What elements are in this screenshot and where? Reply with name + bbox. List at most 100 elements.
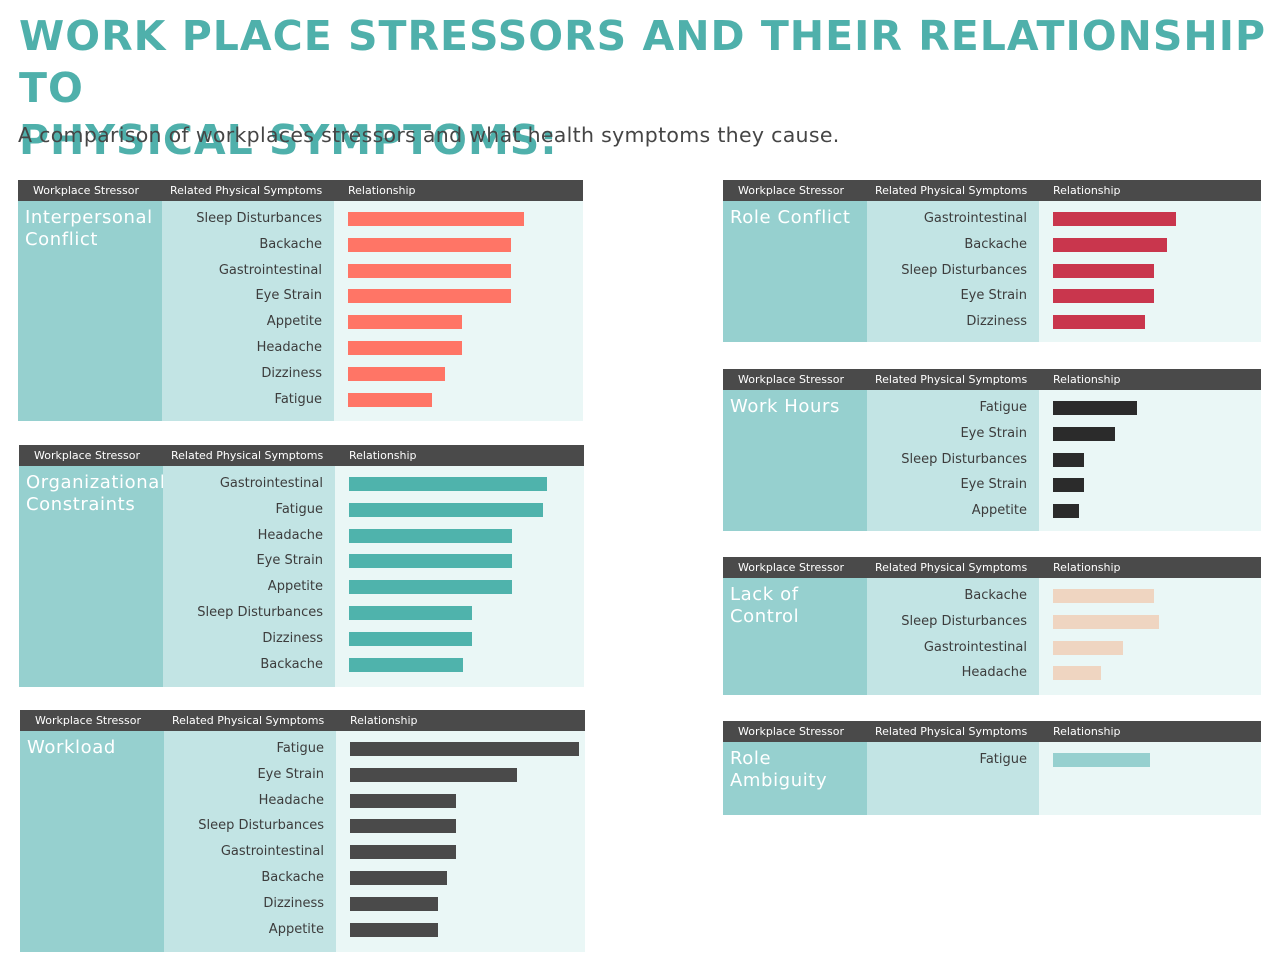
relationship-bar [348, 237, 511, 252]
relationship-bar [350, 845, 456, 860]
relationship-bar [1053, 452, 1084, 467]
symptom-label: Gastrointestinal [923, 211, 1027, 226]
symptom-label: Appetite [971, 503, 1027, 519]
symptom-label: Dizziness [261, 365, 322, 381]
stressor-name: Organizational Constraints [26, 472, 166, 515]
page-title: WORK PLACE STRESSORS AND THEIR RELATIONS… [19, 12, 1267, 164]
symptoms-column: Fatigue [867, 742, 1039, 815]
symptom-label: Backache [259, 236, 322, 252]
panel-header: Workplace Stressor Related Physical Sympt… [723, 180, 1261, 201]
relationship-column [1039, 578, 1261, 695]
stressor-column: Work Hours [723, 390, 867, 531]
symptom-label: Fatigue [979, 400, 1027, 415]
relationship-bar [1053, 753, 1150, 767]
stressor-column: Workload [20, 731, 164, 952]
relationship-column [335, 466, 584, 687]
relationship-column [1039, 742, 1261, 815]
symptom-label: Appetite [266, 314, 322, 330]
symptoms-column: Fatigue Eye Strain Headache Sleep Disturban… [164, 731, 336, 952]
relationship-bar [348, 315, 462, 330]
relationship-bar [350, 819, 456, 834]
stressor-name: Workload [27, 737, 116, 758]
symptom-label: Backache [964, 588, 1027, 603]
symptoms-column: Sleep Disturbances Backache Gastrointestin… [162, 201, 334, 421]
symptom-label: Eye Strain [960, 288, 1027, 304]
header-stressor-label: Workplace Stressor [35, 714, 142, 727]
symptom-label: Sleep Disturbances [197, 605, 323, 620]
symptom-label: Appetite [267, 579, 323, 595]
panel-header: Workplace Stressor Related Physical Sympt… [723, 557, 1261, 578]
panel-header: Workplace Stressor Related Physical Sympt… [20, 710, 585, 731]
stressor-panel: Workplace Stressor Related Physical Sympt… [20, 710, 585, 952]
stressor-name: Role Ambiguity [730, 748, 828, 791]
header-symptoms-label: Related Physical Symptoms [875, 373, 1028, 386]
relationship-bar [1053, 589, 1154, 603]
stressor-panel: Workplace Stressor Related Physical Sympt… [723, 180, 1261, 342]
relationship-bar [1053, 640, 1123, 655]
relationship-bar [1053, 212, 1176, 226]
relationship-bar [350, 767, 517, 782]
panel-header: Workplace Stressor Related Physical Sympt… [723, 369, 1261, 390]
relationship-bar [349, 606, 472, 620]
stressor-column: Lack of Control [723, 578, 867, 695]
symptoms-column: Backache Sleep Disturbances Gastrointestin… [867, 578, 1039, 695]
symptom-label: Gastrointestinal [220, 844, 324, 860]
relationship-bar [350, 871, 447, 885]
header-symptoms-label: Related Physical Symptoms [875, 725, 1028, 738]
symptom-label: Dizziness [263, 895, 324, 911]
symptom-label: Gastrointestinal [219, 476, 323, 491]
symptom-label: Headache [256, 340, 322, 355]
page-subtitle: A comparison of workplaces stressors and… [18, 123, 840, 147]
relationship-bar [1053, 263, 1154, 278]
symptom-label: Appetite [268, 921, 324, 937]
relationship-bar [1053, 237, 1167, 252]
symptom-label: Sleep Disturbances [198, 818, 324, 834]
symptom-label: Headache [257, 527, 323, 543]
header-stressor-label: Workplace Stressor [738, 373, 845, 386]
symptom-label: Gastrointestinal [218, 262, 322, 278]
stressor-column: Role Ambiguity [723, 742, 867, 815]
relationship-column [1039, 201, 1261, 342]
stressor-column: Organizational Constraints [19, 466, 166, 687]
relationship-bar [349, 502, 543, 517]
header-relationship-label: Relationship [1053, 184, 1121, 197]
symptom-label: Gastrointestinal [923, 639, 1027, 655]
header-symptoms-label: Related Physical Symptoms [875, 184, 1028, 197]
header-symptoms-label: Related Physical Symptoms [171, 449, 324, 462]
stressor-name: Role Conflict [730, 207, 851, 228]
header-relationship-label: Relationship [348, 184, 416, 197]
stressor-name: Work Hours [730, 396, 841, 417]
stressor-panel: Workplace Stressor Related Physical Sympt… [19, 445, 584, 687]
stressor-name: Lack of Control [730, 584, 800, 627]
header-relationship-label: Relationship [1053, 725, 1121, 738]
symptom-label: Fatigue [274, 391, 322, 407]
symptom-label: Backache [964, 236, 1027, 252]
header-stressor-label: Workplace Stressor [738, 561, 845, 574]
relationship-bar [1053, 426, 1115, 441]
symptoms-column: Gastrointestinal Backache Sleep Disturbanc… [867, 201, 1039, 342]
symptom-label: Eye Strain [257, 766, 324, 782]
relationship-bar [349, 657, 463, 672]
panel-header: Workplace Stressor Related Physical Sympt… [18, 180, 583, 201]
relationship-bar [348, 341, 462, 355]
header-relationship-label: Relationship [349, 449, 417, 462]
header-relationship-label: Relationship [350, 714, 418, 727]
relationship-bar [348, 392, 432, 407]
header-stressor-label: Workplace Stressor [738, 184, 845, 197]
symptom-label: Sleep Disturbances [196, 211, 322, 226]
header-stressor-label: Workplace Stressor [33, 184, 140, 197]
relationship-bar [1053, 315, 1145, 330]
relationship-bar [1053, 614, 1159, 629]
relationship-bar [1053, 289, 1154, 304]
relationship-bar [349, 528, 512, 543]
relationship-bar [348, 263, 511, 278]
header-symptoms-label: Related Physical Symptoms [875, 561, 1028, 574]
header-symptoms-label: Related Physical Symptoms [172, 714, 325, 727]
symptom-label: Eye Strain [960, 477, 1027, 493]
symptom-label: Sleep Disturbances [901, 451, 1027, 467]
header-symptoms-label: Related Physical Symptoms [170, 184, 323, 197]
relationship-bar [1053, 401, 1137, 415]
symptom-label: Dizziness [262, 630, 323, 646]
symptom-label: Headache [258, 792, 324, 808]
relationship-bar [350, 742, 579, 756]
